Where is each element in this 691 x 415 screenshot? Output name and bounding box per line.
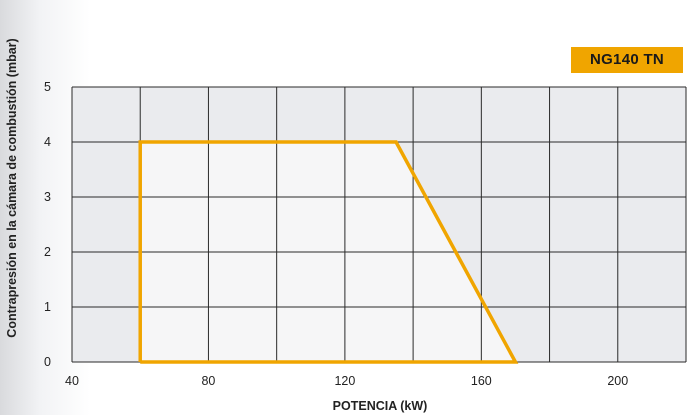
x-tick-label: 40 (65, 374, 79, 388)
y-tick-label: 5 (44, 80, 51, 94)
x-tick-label: 80 (201, 374, 215, 388)
y-tick-label: 4 (44, 135, 51, 149)
x-tick-label: 120 (334, 374, 355, 388)
y-tick-label: 2 (44, 245, 51, 259)
model-badge: NG140 TN (571, 47, 683, 73)
x-tick-label: 200 (607, 374, 628, 388)
x-tick-label: 160 (471, 374, 492, 388)
envelope-outline (138, 140, 519, 364)
y-tick-label: 3 (44, 190, 51, 204)
x-axis-label: POTENCIA (kW) (332, 399, 428, 413)
y-tick-label: 0 (44, 355, 51, 369)
y-tick-label: 1 (44, 300, 51, 314)
